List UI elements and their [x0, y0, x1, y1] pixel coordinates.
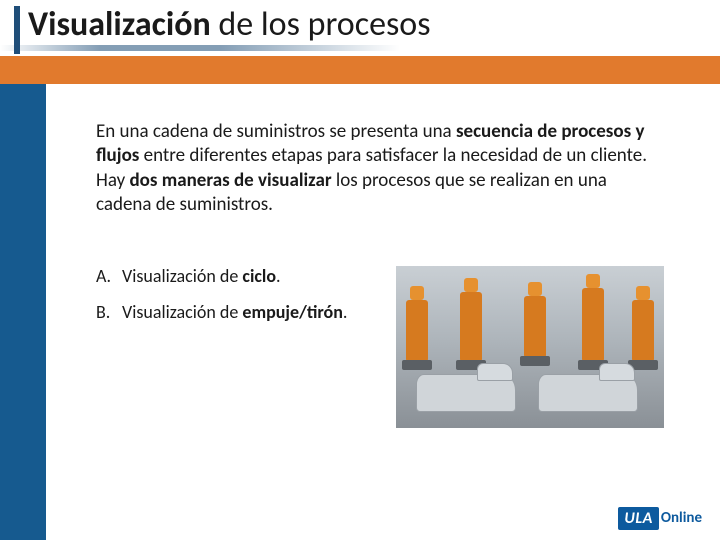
- title-bold: Visualización: [28, 4, 211, 45]
- list-pre: Visualización de: [122, 265, 242, 287]
- car-body-icon: [538, 374, 638, 412]
- list-pre: Visualización de: [122, 301, 242, 323]
- robot-icon: [406, 300, 428, 362]
- para-pre: En una cadena de suministros se presenta…: [96, 120, 456, 143]
- header: Visualización de los procesos: [0, 0, 720, 88]
- title-accent-bar: [14, 6, 20, 54]
- logo-suffix: Online: [661, 509, 702, 527]
- list-marker: A.: [96, 265, 122, 287]
- para-b2: dos maneras de visualizar: [129, 169, 331, 192]
- robot-icon: [632, 300, 654, 362]
- car-body-icon: [416, 374, 516, 412]
- robot-icon: [524, 296, 546, 358]
- left-rail: [0, 84, 46, 540]
- list-marker: B.: [96, 301, 122, 323]
- list-bold: ciclo: [242, 265, 276, 287]
- list-bold: empuje/tirón: [242, 301, 342, 323]
- orange-divider-bar: [0, 56, 720, 84]
- robot-icon: [460, 292, 482, 362]
- title-rest: de los procesos: [211, 4, 431, 45]
- logo-badge: ULA: [618, 507, 658, 530]
- footer-logo: ULA Online: [592, 502, 702, 534]
- slide-title: Visualización de los procesos: [28, 4, 431, 45]
- title-underline-gradient: [0, 45, 400, 51]
- robot-icon: [582, 288, 604, 362]
- list-post: .: [343, 301, 348, 323]
- intro-paragraph: En una cadena de suministros se presenta…: [96, 120, 666, 217]
- list-post: .: [276, 265, 281, 287]
- assembly-line-image: [396, 266, 664, 428]
